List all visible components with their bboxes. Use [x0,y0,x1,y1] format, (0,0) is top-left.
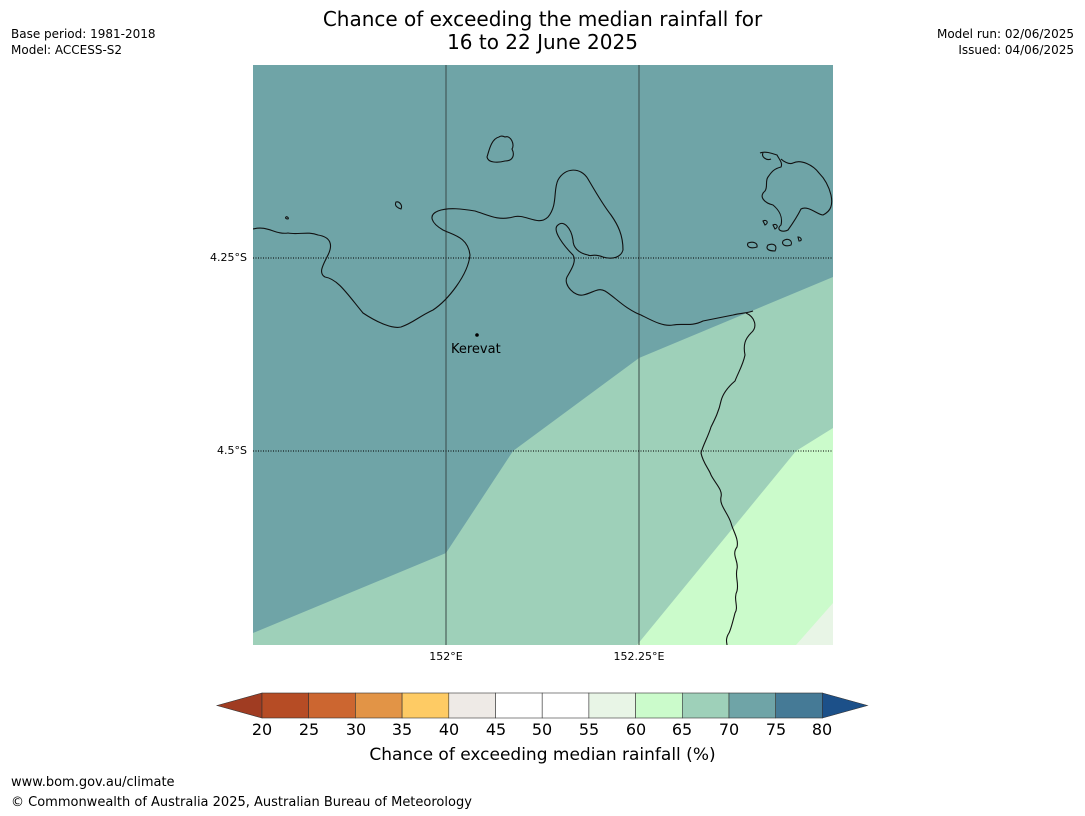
cb-tick-35: 35 [391,720,413,739]
chart-title: Chance of exceeding the median rainfall … [0,8,1085,54]
zone-65-70 [253,277,833,645]
cb-tick-40: 40 [438,720,460,739]
colorbar-title: Chance of exceeding median rainfall (%) [369,745,716,765]
lon-label-152-25: 152.25°E [613,650,665,663]
colorbar-segment [775,692,823,719]
colorbar-segment [635,692,683,719]
title-line-2: 16 to 22 June 2025 [447,30,638,54]
colorbar-segment [355,692,403,719]
kerevat-marker [475,333,479,337]
cb-tick-75: 75 [765,720,787,739]
cb-tick-60: 60 [625,720,647,739]
cb-tick-65: 65 [671,720,693,739]
cb-tick-45: 45 [485,720,507,739]
colorbar [215,692,869,719]
lon-label-152: 152°E [429,650,463,663]
zone-55-60 [796,603,833,645]
colorbar-segment [495,692,543,719]
model-run-text: Model run: 02/06/2025 [936,27,1074,41]
colorbar-segment [728,692,777,719]
cb-tick-70: 70 [718,720,740,739]
issued-text: Issued: 04/06/2025 [958,43,1074,57]
cb-tick-80: 80 [811,720,833,739]
cb-tick-50: 50 [531,720,553,739]
kerevat-label: Kerevat [451,342,501,357]
colorbar-extend-high [822,692,869,719]
coastline [253,135,833,645]
cb-tick-25: 25 [298,720,320,739]
meta-left: Base period: 1981-2018 Model: ACCESS-S2 [11,26,156,58]
zone-60-65 [637,428,833,645]
base-period-text: Base period: 1981-2018 [11,27,156,41]
colorbar-segment [588,692,636,719]
colorbar-segment [261,692,310,719]
colorbar-segment [681,692,730,719]
cb-tick-55: 55 [578,720,600,739]
colorbar-extend-low [215,692,263,719]
colorbar-segment [448,692,496,719]
footer-copyright: © Commonwealth of Australia 2025, Austra… [11,795,472,810]
model-text: Model: ACCESS-S2 [11,43,123,57]
cb-tick-30: 30 [345,720,367,739]
lat-label-4-25: 4.25°S [210,251,247,264]
map [253,65,833,645]
lat-label-4-5: 4.5°S [217,444,247,457]
cb-tick-20: 20 [251,720,273,739]
footer-url[interactable]: www.bom.gov.au/climate [11,775,175,790]
colorbar-segment [401,692,450,719]
colorbar-segment [308,692,356,719]
meta-right: Model run: 02/06/2025 Issued: 04/06/2025 [937,26,1074,58]
title-line-1: Chance of exceeding the median rainfall … [322,7,763,31]
colorbar-segment [541,692,590,719]
